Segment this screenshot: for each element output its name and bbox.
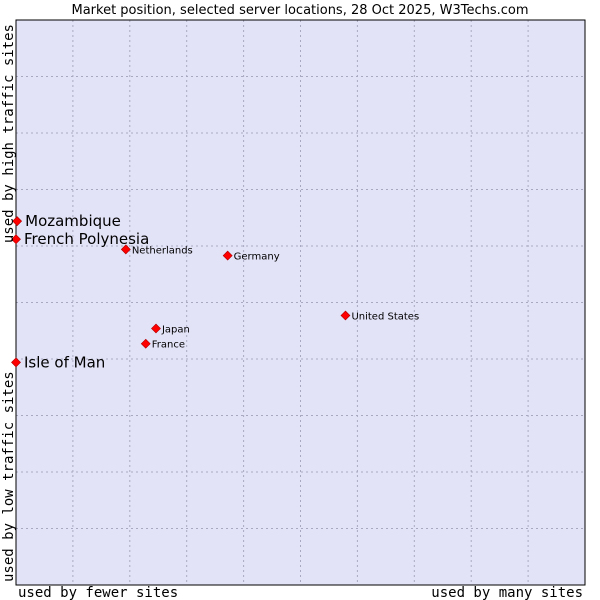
point-label-mozambique: Mozambique [25, 212, 121, 230]
point-marker-japan [151, 323, 161, 334]
point-marker-germany [222, 250, 233, 261]
point-label-isle-of-man: Isle of Man [24, 353, 105, 371]
point-label-germany: Germany [234, 252, 280, 263]
y-axis-label-top: used by high traffic sites [1, 24, 17, 243]
x-axis-label-right: used by many sites [431, 585, 583, 600]
y-axis-label-bottom: used by low traffic sites [1, 371, 17, 582]
point-label-united-states: United States [351, 311, 419, 322]
point-label-france: France [152, 340, 185, 351]
point-label-netherlands: Netherlands [132, 245, 193, 256]
point-marker-french-polynesia [11, 234, 21, 245]
grid-lines [16, 20, 585, 585]
point-label-japan: Japan [161, 324, 190, 335]
point-marker-united-states [340, 310, 351, 321]
plot-frame [15, 19, 586, 586]
point-marker-mozambique [12, 216, 23, 227]
x-axis-label-left: used by fewer sites [18, 585, 178, 600]
point-marker-netherlands [120, 244, 131, 255]
point-marker-france [140, 338, 151, 349]
chart-title: Market position, selected server locatio… [71, 3, 528, 18]
point-marker-isle-of-man [11, 357, 21, 368]
point-label-french-polynesia: French Polynesia [24, 230, 149, 248]
